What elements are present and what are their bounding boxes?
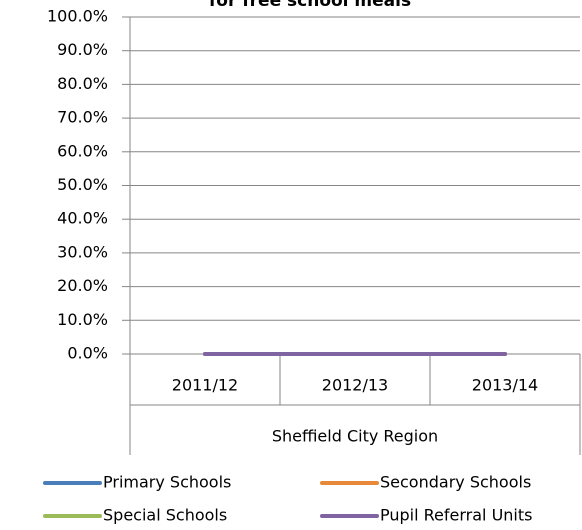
legend-label: Special Schools xyxy=(103,506,227,525)
legend-label: Secondary Schools xyxy=(380,473,531,492)
category-group-label: Sheffield City Region xyxy=(272,427,438,446)
y-tick-label: 20.0% xyxy=(57,276,108,295)
y-tick-label: 100.0% xyxy=(47,7,108,26)
x-tick-label: 2013/14 xyxy=(472,376,538,395)
y-tick-label: 70.0% xyxy=(57,108,108,127)
y-tick-label: 90.0% xyxy=(57,40,108,59)
y-tick-label: 60.0% xyxy=(57,141,108,160)
x-tick-label: 2012/13 xyxy=(322,376,388,395)
chart-title: for free school meals xyxy=(209,0,411,11)
y-tick-label: 30.0% xyxy=(57,242,108,261)
legend-label: Pupil Referral Units xyxy=(380,506,532,525)
y-tick-label: 0.0% xyxy=(67,344,108,363)
legend-label: Primary Schools xyxy=(103,473,231,492)
y-tick-label: 50.0% xyxy=(57,175,108,194)
y-tick-label: 80.0% xyxy=(57,74,108,93)
x-tick-label: 2011/12 xyxy=(172,376,238,395)
y-tick-label: 40.0% xyxy=(57,209,108,228)
y-tick-label: 10.0% xyxy=(57,310,108,329)
